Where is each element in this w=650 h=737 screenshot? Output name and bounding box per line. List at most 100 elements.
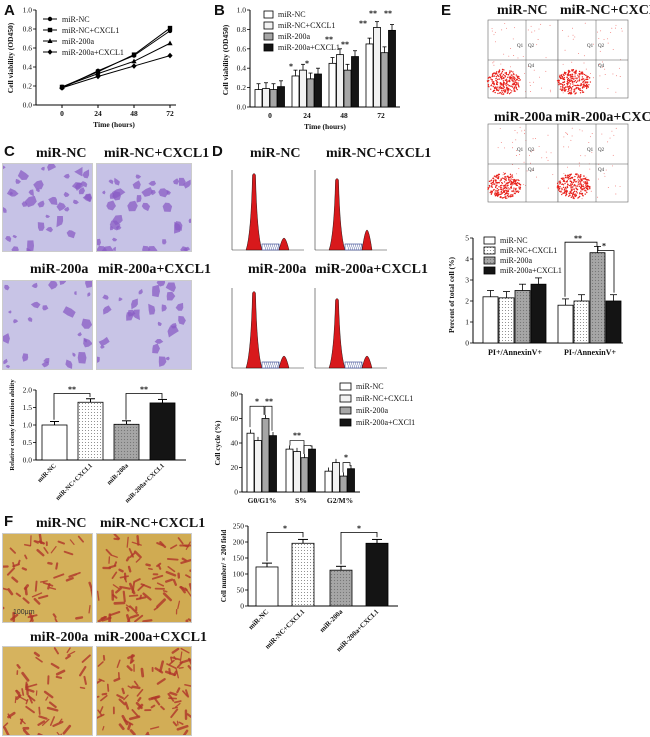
flow-dot [615,75,617,77]
flow-dot [507,181,510,184]
migrated-cell [177,537,184,545]
colony-cell [152,284,160,298]
flow-dot [586,191,588,194]
flow-plot-frame [557,123,629,203]
flow-dot [588,84,590,86]
flow-dot [563,180,566,183]
a-y-label: Cell viability (OD450) [6,22,15,93]
flow-dot [493,61,495,63]
colony-cell [72,199,79,205]
migrated-cell [180,558,191,565]
colony-cell [165,282,176,293]
flow-dot [607,187,609,188]
flow-dot [508,92,511,95]
flow-dot [504,196,506,198]
flow-dot [504,88,506,91]
colony-cell [83,337,92,348]
flow-dot [518,79,520,82]
a-legend-label: miR-200a+CXCL1 [62,48,124,57]
flow-dot [504,91,507,93]
flow-dot [561,188,563,191]
histogram-hatch [354,361,358,369]
flow-dot [497,174,499,176]
b-significance-mark: * [305,59,309,68]
migrated-cell [88,605,91,614]
flow-dot [501,189,503,191]
flow-dot [577,175,580,178]
flow-dot [541,87,543,89]
flow-dot [497,86,499,88]
e-x-tick-label: PI+/AnnexinV+ [488,348,542,357]
a-data-point [167,40,173,46]
flow-dot [534,138,536,139]
flow-dot [512,77,515,79]
flow-dot [568,184,571,187]
flow-dot [501,75,504,77]
colony-cell [3,333,10,344]
colony-cell [35,188,40,193]
flow-dot [559,77,561,79]
flow-dot [560,74,563,76]
flow-dot [582,184,584,186]
flow-dot [567,183,569,186]
flow-dot [570,189,573,191]
colony-cell [40,166,45,171]
flow-dot [500,63,502,65]
flow-dot [507,91,509,94]
flow-dot [495,176,498,178]
flow-dot [495,192,497,195]
flow-dot [561,177,563,179]
flow-dot [571,127,573,129]
flow-dot [501,29,503,31]
migrated-cell [131,541,142,546]
flow-dot [567,77,570,80]
flow-dot [516,132,518,134]
migrated-cell [133,578,141,583]
flow-dot [499,193,502,196]
colony-cell [8,310,12,314]
flow-dot [510,90,513,92]
flow-dot [516,76,519,79]
migrated-cell [156,678,166,685]
flow-dot [560,190,562,192]
migrated-cell [165,570,177,577]
migrated-cell [7,588,14,596]
migrated-cell [37,720,46,726]
flow-dot [619,186,621,188]
flow-dot [583,181,585,183]
flow-dot [501,197,504,199]
flow-dot [607,42,609,44]
migrated-cell [25,683,29,696]
flow-dot [599,50,601,52]
flow-dot [614,27,616,29]
colony-cell [112,246,116,251]
flow-dot [591,151,593,153]
b-x-tick-label: 48 [340,111,348,120]
flow-dot [563,89,566,91]
flow-dot [533,149,535,151]
colony-cell [141,187,153,197]
flow-dot [497,89,500,92]
migrated-cell [162,590,168,593]
flow-dot [611,27,613,29]
flow-dot [503,90,506,92]
flow-dot [495,87,497,89]
d-legend-swatch [339,382,352,391]
flow-dot [571,187,573,189]
flow-dot [539,76,540,78]
flow-dot [614,185,616,187]
flow-dot [577,87,580,90]
migrated-cell [145,731,149,735]
flow-dot [578,80,580,82]
colony-cell [135,174,142,179]
migrated-cell [179,651,183,662]
flow-dot [569,80,571,83]
flow-dot [580,184,583,187]
d-legend-label: miR-NC [356,382,384,391]
flow-plot-frame [487,19,559,99]
migrated-cell [3,722,9,729]
migrated-cell [65,654,71,660]
flow-dot [505,71,508,74]
flow-dot [567,73,569,75]
